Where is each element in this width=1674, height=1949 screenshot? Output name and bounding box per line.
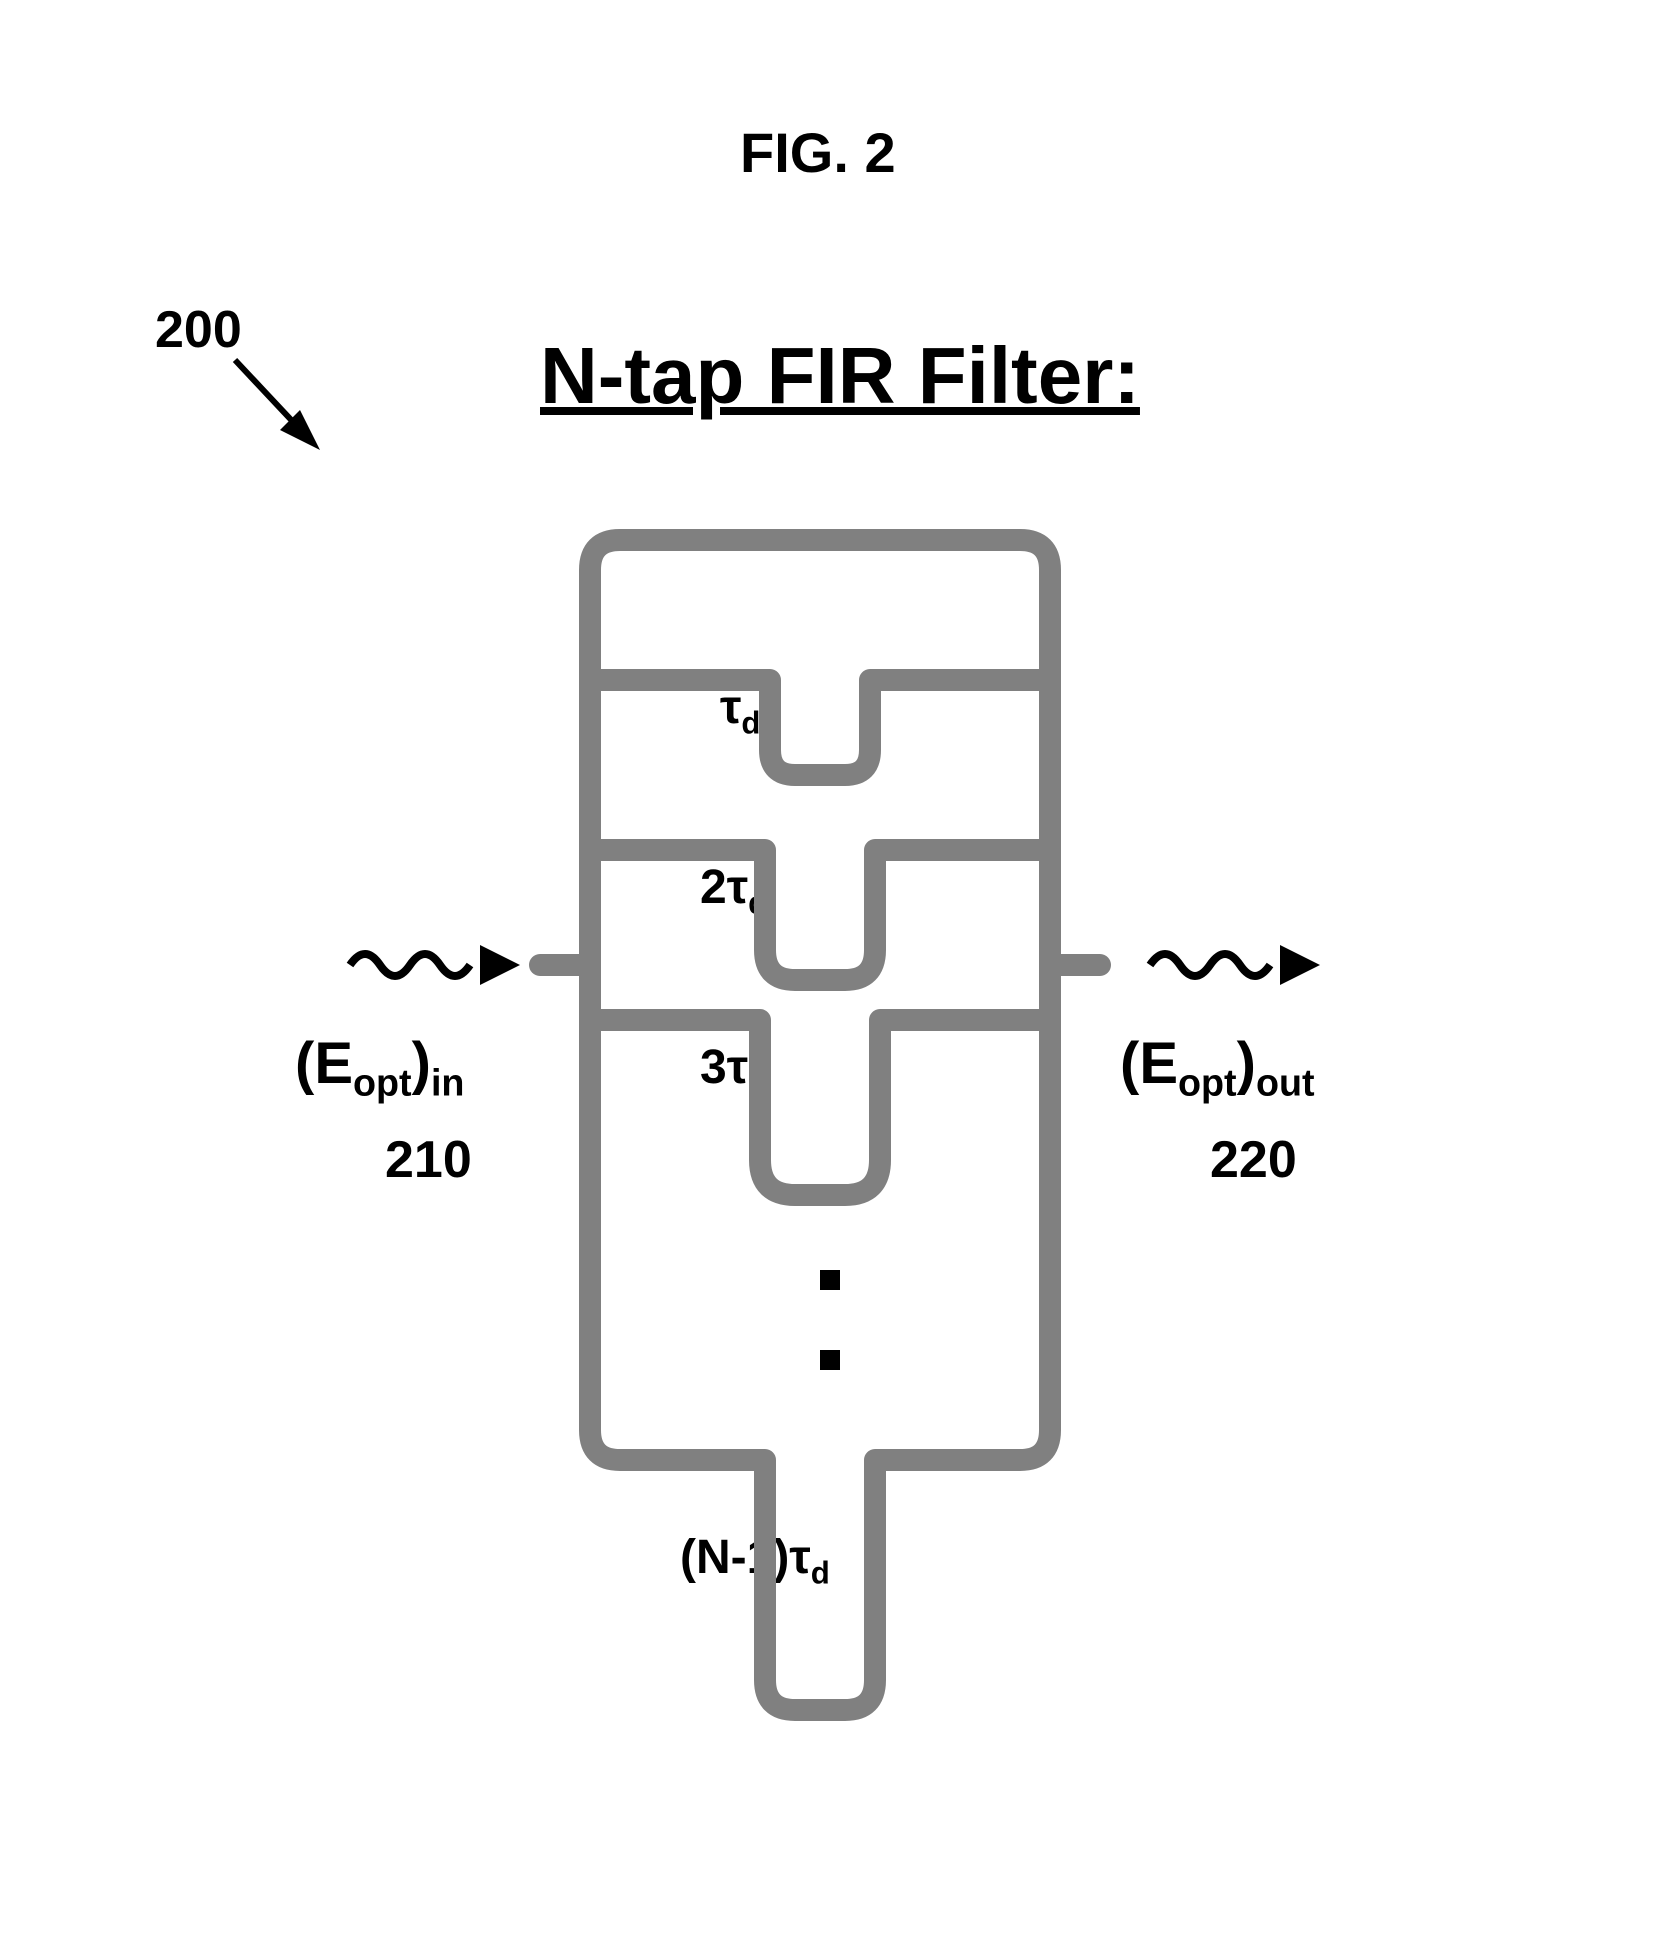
ellipsis-icon bbox=[820, 1270, 840, 1370]
tap-lines bbox=[590, 680, 1050, 1195]
device-body bbox=[590, 540, 1050, 1710]
ref-200-arrow bbox=[235, 360, 320, 450]
diagram-svg bbox=[0, 0, 1674, 1949]
input-arrow-icon bbox=[350, 945, 520, 985]
output-arrow-icon bbox=[1150, 945, 1320, 985]
